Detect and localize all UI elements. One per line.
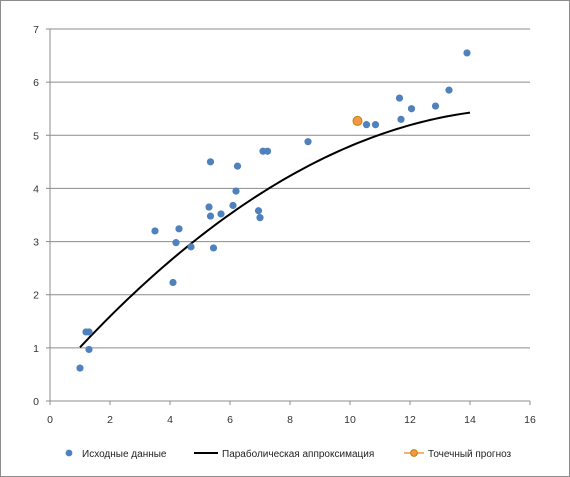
- forecast-layer: [352, 115, 363, 126]
- legend-label: Исходные данные: [82, 449, 167, 460]
- points-layer: [76, 49, 471, 372]
- legend-marker-source: [65, 449, 73, 457]
- data-point: [76, 364, 84, 372]
- data-point: [463, 49, 471, 57]
- data-point: [229, 201, 237, 210]
- y-tick-label: 0: [33, 396, 39, 408]
- data-point: [187, 243, 195, 251]
- data-point: [362, 121, 371, 129]
- legend-marker-forecast: [410, 449, 418, 457]
- data-point: [175, 225, 183, 233]
- gridlines: [50, 28, 530, 349]
- data-point: [395, 94, 404, 102]
- y-tick-label: 1: [33, 343, 39, 355]
- x-tick-label: 6: [227, 414, 233, 426]
- x-tick-label: 10: [344, 414, 356, 426]
- data-point: [205, 203, 213, 211]
- data-point: [151, 227, 159, 235]
- data-point: [445, 86, 453, 94]
- x-tick-label: 16: [524, 414, 536, 426]
- x-tick-label: 4: [167, 414, 173, 426]
- data-point: [371, 121, 380, 129]
- y-tick-label: 4: [33, 183, 39, 195]
- axes: [46, 28, 531, 405]
- data-point: [172, 239, 180, 247]
- x-tick-label: 2: [107, 414, 113, 426]
- x-tick-label: 12: [404, 414, 416, 426]
- data-point: [232, 187, 240, 195]
- data-point: [206, 212, 215, 220]
- data-point: [209, 244, 218, 252]
- data-point: [407, 105, 416, 113]
- y-tick-label: 5: [33, 130, 39, 142]
- curve-layer: [79, 111, 471, 349]
- x-tick-label: 14: [464, 414, 476, 426]
- y-tick-label: 6: [33, 77, 39, 89]
- data-point: [397, 115, 405, 123]
- data-point: [233, 162, 242, 170]
- data-point: [431, 102, 440, 110]
- forecast-point: [352, 115, 363, 126]
- x-tick-label: 8: [287, 414, 293, 426]
- legend-item: Параболическая аппроксимация: [194, 448, 374, 460]
- data-point: [169, 278, 177, 287]
- legend-label: Точечный прогноз: [428, 449, 512, 460]
- parabolic-curve: [79, 111, 471, 349]
- legend: Исходные данные Параболическая аппроксима…: [65, 448, 512, 460]
- data-point: [217, 210, 225, 218]
- y-tick-label: 7: [33, 24, 39, 36]
- data-point: [254, 207, 263, 215]
- data-point: [85, 328, 93, 336]
- data-point: [206, 158, 215, 166]
- y-tick-label: 2: [33, 290, 39, 302]
- x-tick-label: 0: [47, 414, 53, 426]
- data-point: [85, 345, 93, 354]
- legend-item: Исходные данные: [65, 449, 167, 460]
- legend-item: Точечный прогноз: [404, 449, 512, 460]
- legend-label: Параболическая аппроксимация: [222, 448, 374, 460]
- data-point: [256, 214, 264, 222]
- data-point: [304, 138, 312, 146]
- y-tick-label: 3: [33, 237, 39, 249]
- data-point: [263, 147, 272, 155]
